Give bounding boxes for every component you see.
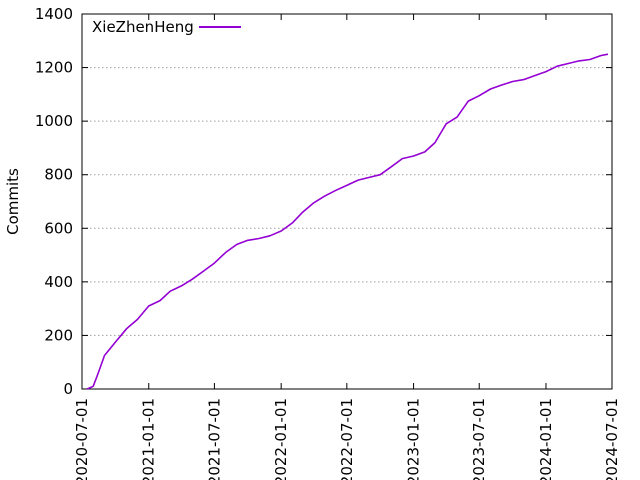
x-tick-label: 2024-07-01 <box>603 398 621 480</box>
x-tick-label: 2023-01-01 <box>405 398 423 480</box>
y-tick-labels: 0 200 400 600 800 1000 1200 1400 <box>35 5 73 398</box>
y-tick-label: 600 <box>44 219 73 237</box>
x-tick-label: 2024-01-01 <box>537 398 555 480</box>
plot-frame <box>81 13 613 390</box>
legend-label: XieZhenHeng <box>92 18 194 36</box>
series-lines <box>86 53 609 390</box>
y-tick-label: 400 <box>44 273 73 291</box>
y-tick-label: 0 <box>63 380 73 398</box>
x-tick-label: 2021-01-01 <box>140 398 158 480</box>
x-tick-label: 2023-07-01 <box>470 398 488 480</box>
series-line <box>86 53 609 390</box>
axis-ticks <box>81 13 613 390</box>
x-tick-labels: 2020-07-01 2021-01-01 2021-07-01 2022-01-01… <box>73 398 621 480</box>
y-tick-label: 1400 <box>35 5 73 23</box>
y-tick-label: 800 <box>44 166 73 184</box>
x-tick-label: 2022-01-01 <box>272 398 290 480</box>
y-tick-label: 200 <box>44 326 73 344</box>
legend: XieZhenHeng <box>92 18 241 36</box>
x-tick-label: 2022-07-01 <box>338 398 356 480</box>
x-tick-label: 2021-07-01 <box>205 398 223 480</box>
y-tick-label: 1000 <box>35 112 73 130</box>
y-tick-label: 1200 <box>35 59 73 77</box>
grid-lines <box>82 67 612 336</box>
x-tick-label: 2020-07-01 <box>73 398 91 480</box>
y-axis-label: Commits <box>4 168 22 235</box>
